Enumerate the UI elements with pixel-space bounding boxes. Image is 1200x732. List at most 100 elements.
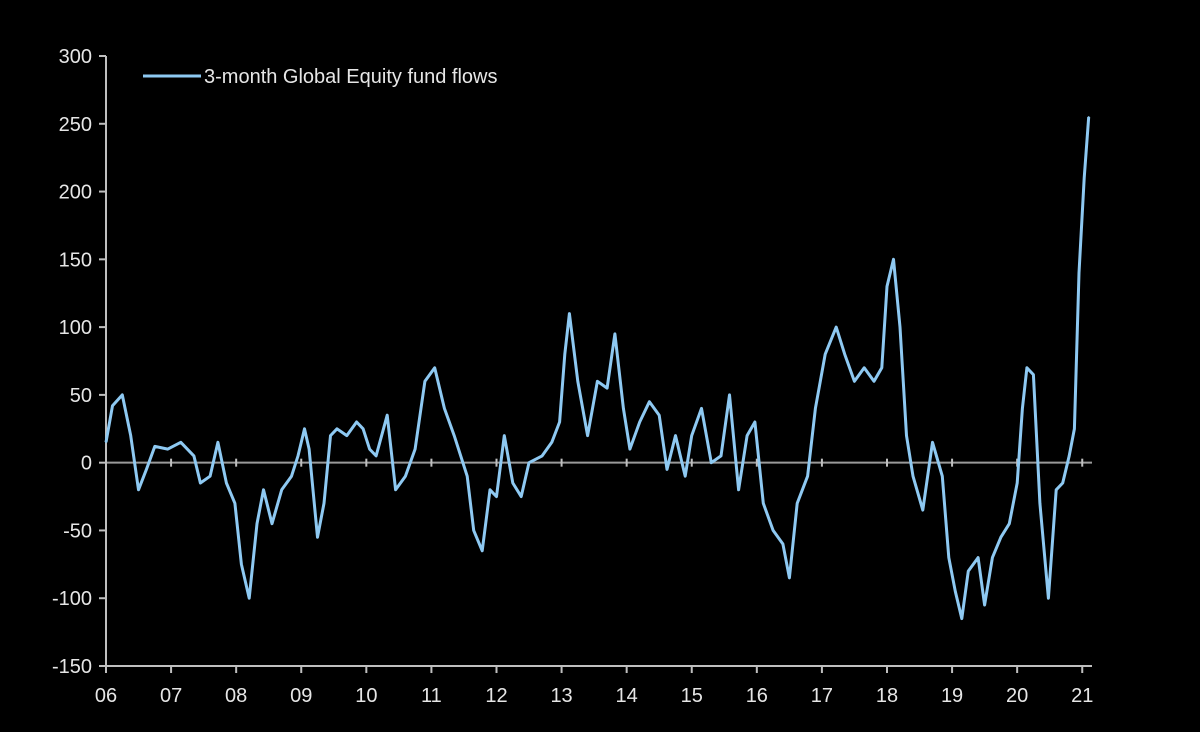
data-point [1055,488,1058,491]
data-point [835,326,838,328]
data-point [806,475,809,478]
data-point [414,448,416,450]
data-point [443,407,446,410]
data-point [762,502,765,505]
data-point [606,387,608,389]
data-point [121,394,124,396]
data-point [355,421,358,423]
x-tick-label: 09 [290,685,312,707]
x-tick-label: 20 [1006,685,1028,707]
data-point [853,380,856,383]
data-point [782,543,784,545]
data-point [166,448,169,450]
data-point [596,380,599,383]
data-point [873,380,875,383]
x-tick-label: 16 [746,685,768,707]
x-tick-label: 13 [550,685,572,707]
data-point [1016,482,1019,484]
data-point [720,455,722,457]
data-point [153,445,156,448]
data-point [466,475,469,478]
data-point [424,380,426,383]
data-point [234,502,236,505]
data-point [824,353,827,356]
data-point [754,421,756,423]
y-tick-label: 250 [59,114,92,136]
plot-area [104,116,1091,621]
data-point [433,366,436,369]
data-point [576,380,579,383]
data-point [336,427,338,430]
data-point [394,488,397,491]
y-tick-label: 300 [59,46,92,68]
data-point [880,366,883,369]
data-point [472,529,475,532]
data-point [290,475,293,478]
data-point [666,468,668,471]
data-point [1008,522,1011,525]
data-point [541,455,543,457]
data-point [746,434,748,437]
data-point [368,448,371,450]
data-point [772,529,774,532]
data-point [690,434,693,437]
data-point [1073,427,1076,430]
data-point [217,441,219,444]
y-tick-label: 150 [59,249,92,271]
data-point [674,434,677,437]
data-point [280,488,283,491]
data-point [1021,407,1024,410]
data-point [863,366,866,369]
data-point [614,333,616,335]
data-point [899,326,901,328]
data-point [796,502,799,505]
data-point [1083,177,1086,179]
data-point [550,441,553,444]
x-tick-label: 15 [681,685,703,707]
data-point [240,563,243,566]
y-tick-label: -150 [52,656,92,678]
data-point [271,522,273,525]
y-tick-label: 100 [59,317,92,339]
data-point [843,353,846,356]
data-point [563,353,566,356]
data-point [345,434,348,437]
data-point [386,414,389,417]
data-point [528,461,530,464]
data-point [225,482,228,484]
x-tick-label: 19 [941,685,963,707]
data-point [495,495,498,498]
data-point [954,590,957,593]
data-point [1047,597,1050,600]
y-axis: 300 250 200 150 100 50 0 -50 -100 -150 [52,46,107,678]
data-point [991,556,994,559]
data-point [511,482,514,484]
data-point [256,522,258,525]
data-point [105,441,107,444]
data-point [983,604,986,606]
data-point [375,455,377,457]
y-tick-label: 0 [81,453,92,475]
data-point [248,597,251,600]
y-tick-label: -50 [63,520,92,542]
data-point [323,502,325,505]
data-point [362,427,364,430]
data-point [199,482,202,484]
data-point [892,258,895,261]
x-tick-label: 14 [616,685,638,707]
data-point [1032,373,1035,376]
data-point [905,434,908,437]
data-point [489,488,491,491]
data-point [193,455,195,457]
data-point [886,285,888,288]
data-point [1039,502,1041,505]
series-line [104,116,1091,621]
x-tick-label: 07 [160,685,182,707]
data-point [710,461,713,464]
data-point [1087,116,1090,118]
y-tick-label: 200 [59,182,92,204]
data-point [568,312,571,315]
data-point [481,549,484,552]
data-point [728,394,731,396]
x-tick-label: 11 [421,685,442,707]
